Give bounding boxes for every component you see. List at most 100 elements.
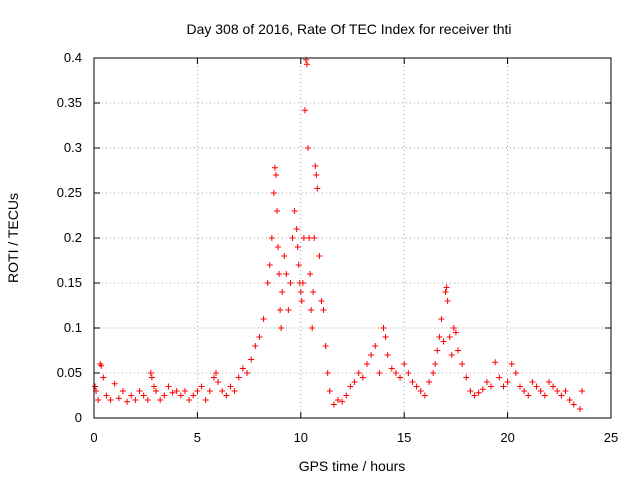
data-point [384, 352, 391, 358]
data-point [421, 392, 428, 399]
data-point [271, 164, 278, 171]
data-point [541, 392, 548, 399]
data-point [397, 374, 404, 381]
data-point [432, 361, 439, 367]
data-point [260, 316, 267, 322]
data-point [479, 386, 486, 393]
x-tick-label: 20 [500, 430, 514, 445]
data-point [417, 388, 424, 394]
data-point [347, 383, 354, 390]
data-point [388, 365, 395, 372]
data-point [235, 374, 242, 381]
data-markers [92, 56, 586, 412]
data-point [270, 190, 277, 196]
data-point [475, 389, 482, 396]
data-point [545, 379, 552, 385]
data-point [309, 325, 316, 331]
data-point [95, 397, 102, 403]
data-point [359, 374, 366, 381]
data-point [442, 289, 449, 295]
data-point [405, 370, 412, 376]
data-point [186, 397, 193, 403]
data-point [287, 280, 294, 286]
data-point [483, 379, 490, 385]
y-tick-label: 0.05 [57, 365, 82, 380]
data-point [504, 379, 511, 385]
data-point [368, 352, 375, 358]
grid-lines [94, 58, 611, 418]
data-point [440, 338, 447, 345]
data-point [213, 370, 220, 376]
data-point [413, 383, 420, 390]
data-point [444, 298, 451, 304]
data-point [281, 253, 288, 259]
data-point [550, 383, 557, 390]
data-point [537, 388, 544, 394]
data-point [157, 397, 164, 403]
data-point [351, 379, 358, 385]
data-point [339, 398, 346, 405]
data-point [194, 388, 201, 394]
data-point [312, 163, 319, 169]
y-axis-ticks: 0 0.05 0.1 0.15 0.2 0.25 0.3 0.35 0.4 [57, 50, 611, 425]
data-point [576, 406, 583, 412]
data-point [291, 208, 298, 214]
x-tick-label: 25 [604, 430, 618, 445]
data-point [100, 374, 107, 381]
data-point [488, 383, 495, 390]
data-point [181, 388, 188, 394]
data-point [275, 244, 282, 250]
data-point [276, 271, 283, 277]
data-point [119, 388, 126, 394]
data-point [285, 307, 292, 313]
data-point [147, 370, 154, 376]
data-point [307, 271, 314, 277]
data-point [239, 365, 246, 372]
data-point [579, 388, 586, 394]
data-point [463, 374, 470, 381]
data-point [318, 298, 325, 304]
data-point [443, 284, 450, 291]
data-point [566, 397, 573, 403]
data-point [382, 334, 389, 340]
data-point [210, 374, 217, 381]
data-point [380, 325, 387, 331]
data-point [430, 370, 437, 376]
data-point [278, 325, 285, 331]
data-point [392, 370, 399, 376]
x-tick-label: 15 [397, 430, 411, 445]
data-point [140, 392, 147, 399]
data-point [274, 208, 281, 214]
data-point [376, 370, 383, 376]
data-point [343, 392, 350, 399]
data-point [314, 185, 321, 192]
data-point [98, 362, 105, 369]
data-point [434, 347, 441, 354]
data-point [295, 262, 302, 268]
data-point [264, 280, 271, 286]
plot-frame [93, 57, 612, 419]
data-point [471, 392, 478, 399]
data-point [554, 388, 561, 394]
data-point [363, 361, 370, 367]
data-point [92, 383, 99, 390]
data-point [521, 388, 528, 394]
data-point [206, 388, 213, 394]
data-point [301, 107, 308, 114]
data-point [448, 352, 455, 358]
data-point [326, 388, 333, 394]
data-point [320, 307, 327, 313]
data-point [144, 397, 151, 403]
data-point [508, 361, 515, 367]
data-point [107, 397, 114, 403]
data-point [252, 343, 259, 349]
y-tick-label: 0.25 [57, 185, 82, 200]
x-axis-ticks: 0 5 10 15 20 25 [90, 58, 618, 445]
data-point [227, 383, 234, 390]
data-point [148, 374, 155, 381]
data-point [305, 145, 312, 151]
data-point [426, 379, 433, 385]
data-point [322, 343, 329, 349]
data-point [268, 235, 275, 241]
data-point [294, 244, 301, 250]
